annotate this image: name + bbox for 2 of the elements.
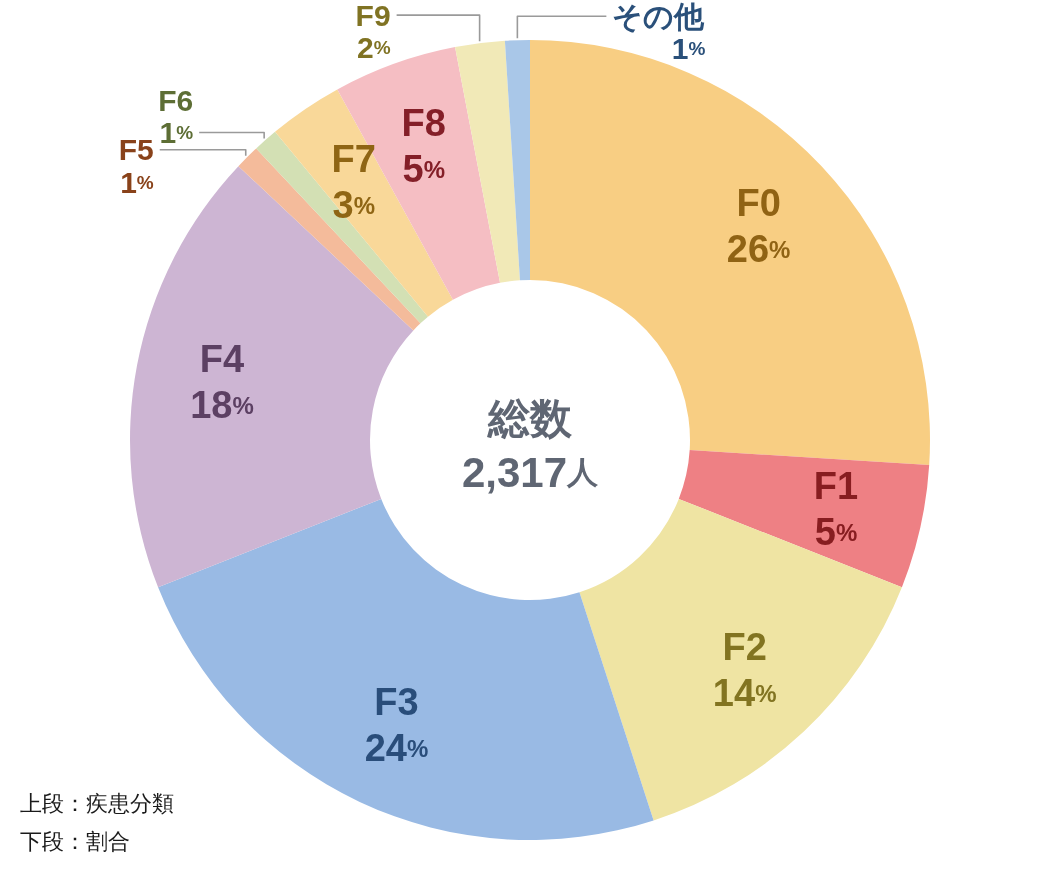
note: 上段：疾患分類 [20, 790, 174, 816]
note: 下段：割合 [20, 828, 130, 854]
